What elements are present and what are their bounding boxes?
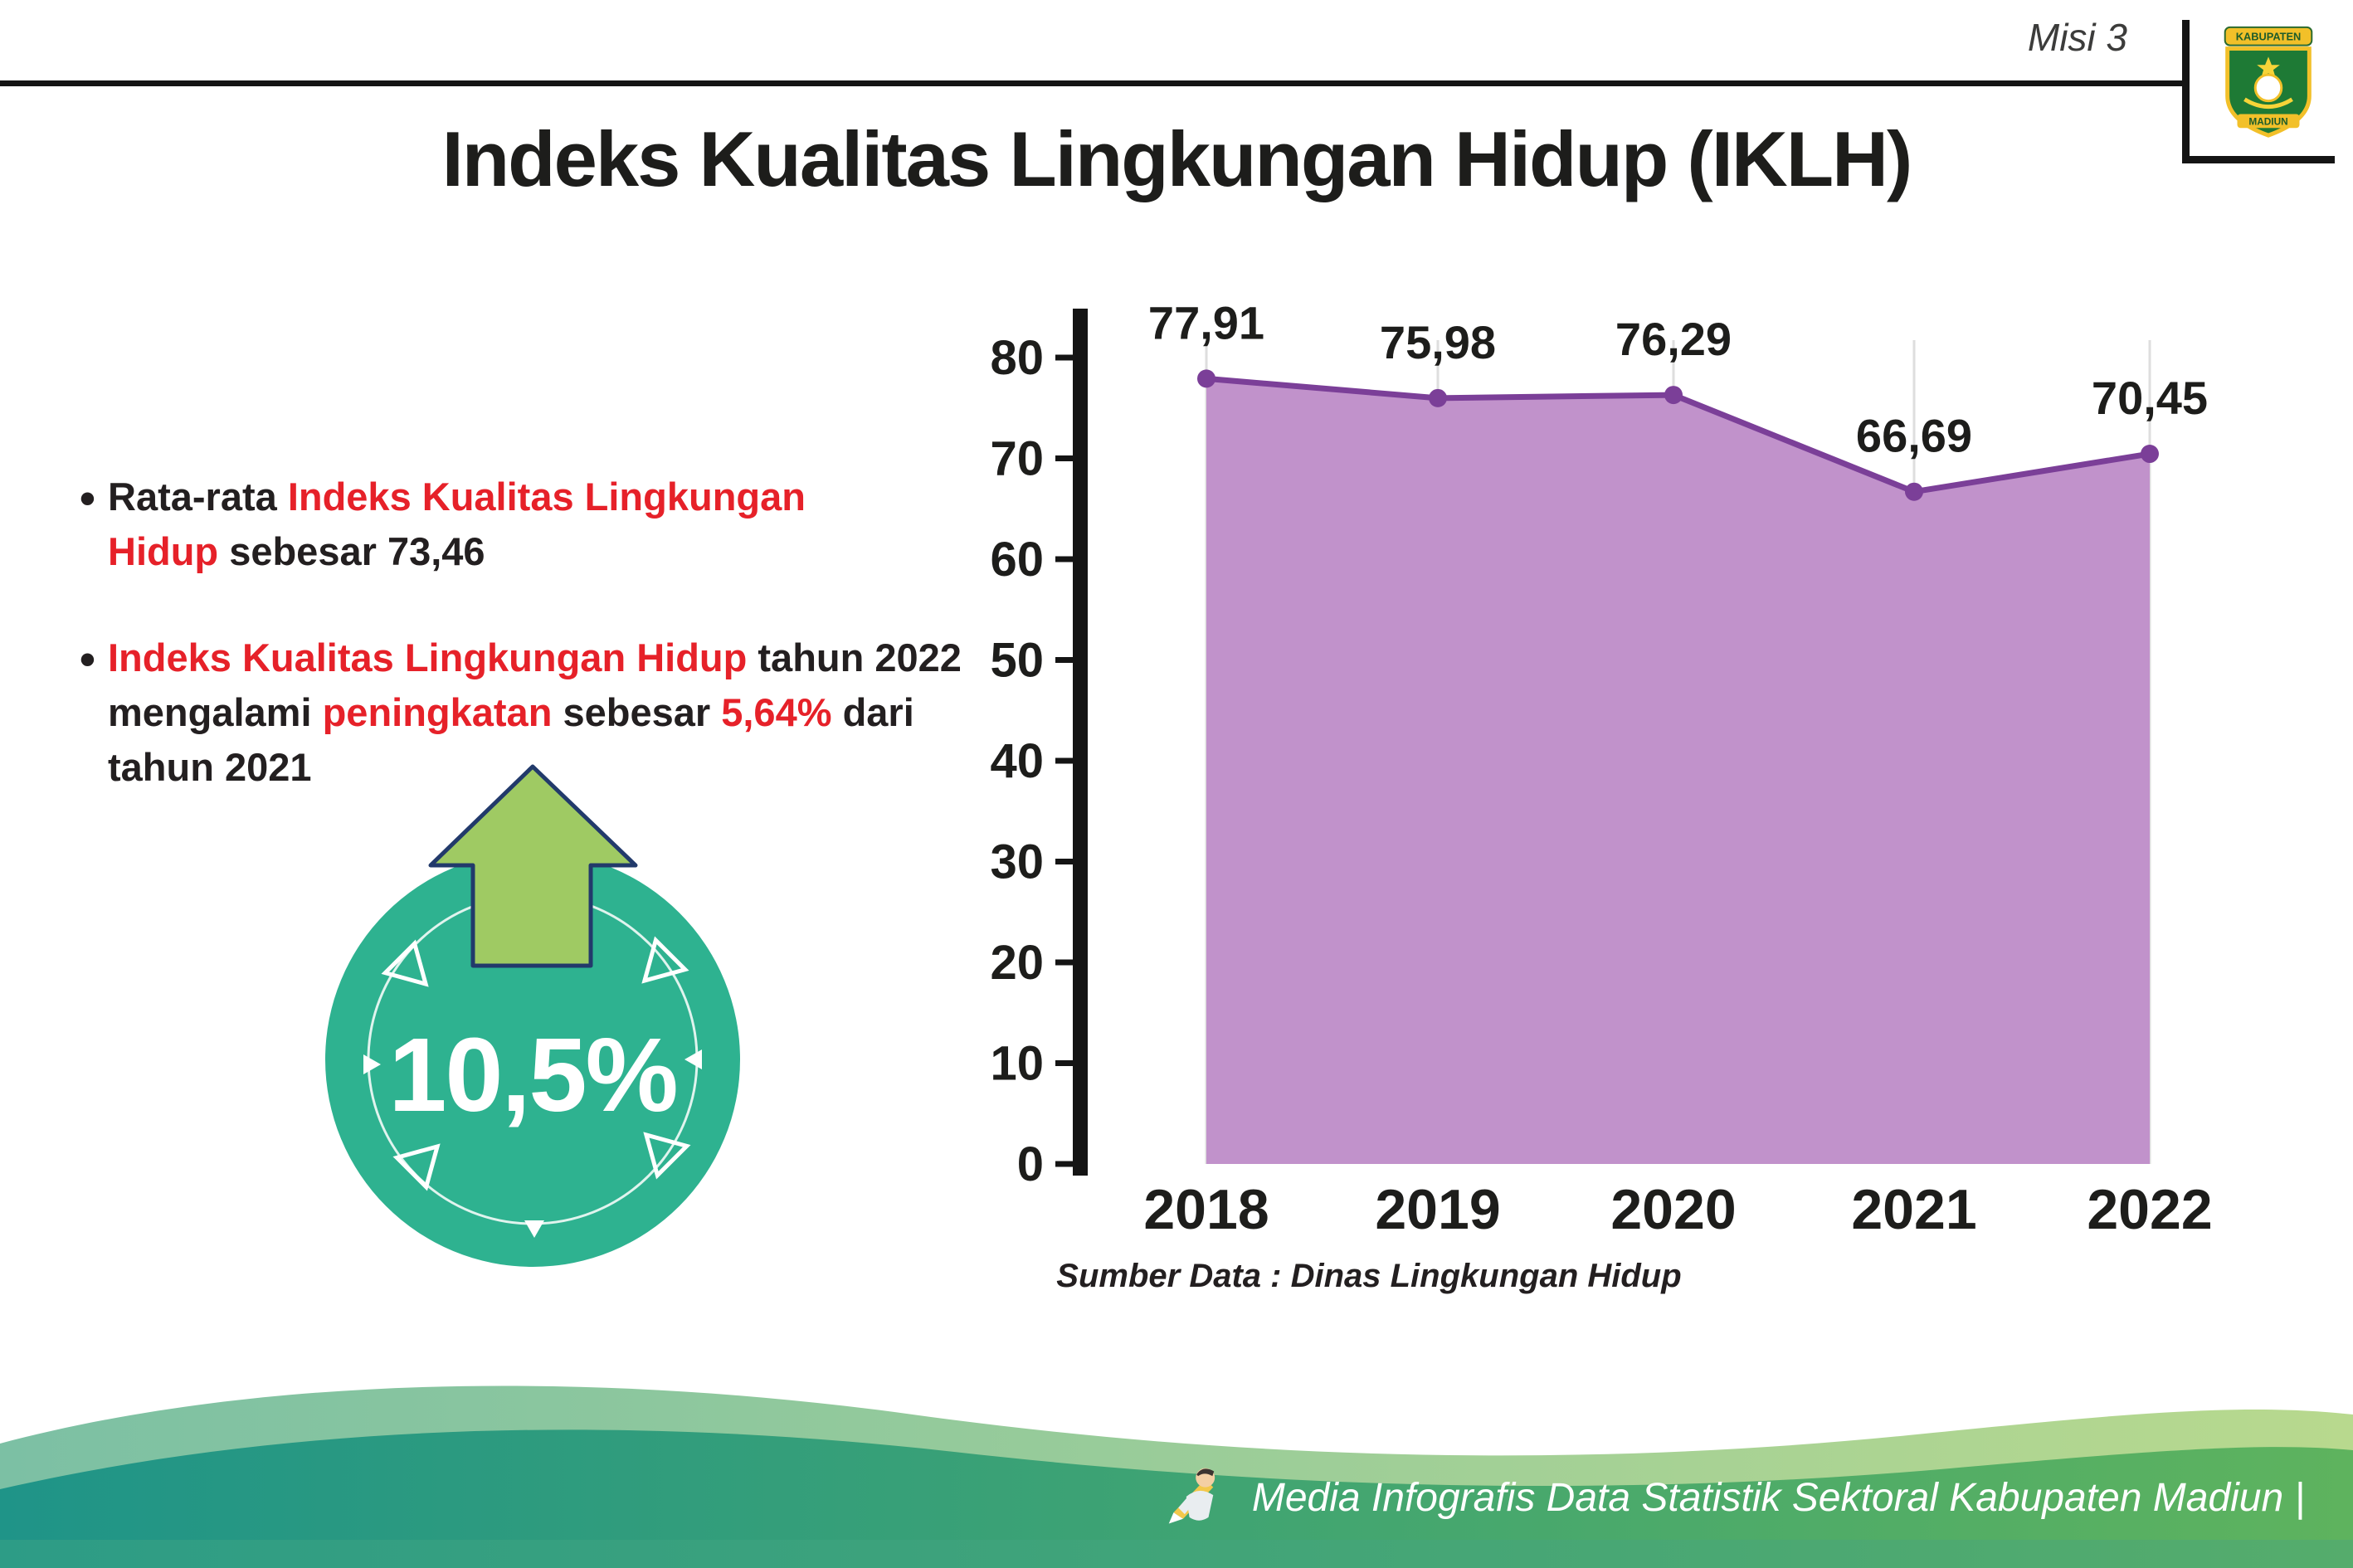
- bullet-segment: 5,64%: [721, 689, 832, 734]
- bullet-segment: sebesar: [552, 689, 722, 734]
- top-rule: [0, 80, 2182, 86]
- y-tick-label: 70: [990, 432, 1044, 486]
- kabupaten-madiun-logo: KABUPATEN MADIUN: [2224, 26, 2313, 138]
- bullet-segment: tahun 2022 mengalami: [108, 635, 962, 734]
- value-label: 77,91: [1148, 296, 1264, 348]
- x-tick-label: 2019: [1375, 1178, 1500, 1241]
- increase-percentage: 10,5%: [388, 1015, 678, 1133]
- footer-credit: Media Infografis Data Statistik Sektoral…: [1164, 1462, 2305, 1533]
- data-point: [1664, 386, 1683, 405]
- bullet-text: Indeks Kualitas Lingkungan Hidup tahun 2…: [108, 635, 962, 789]
- page-title: Indeks Kualitas Lingkungan Hidup (IKLH): [441, 115, 1913, 202]
- footer-wave: [0, 1385, 2353, 1568]
- logo-bottom-text: MADIUN: [2248, 115, 2287, 127]
- y-axis: [1073, 309, 1088, 1176]
- x-tick-label: 2018: [1143, 1178, 1269, 1241]
- bullet-marker: •: [80, 635, 95, 684]
- footer-credit-text: Media Infografis Data Statistik Sektoral…: [1251, 1475, 2305, 1520]
- logo-top-text: KABUPATEN: [2236, 31, 2302, 43]
- y-tick-label: 80: [990, 331, 1044, 385]
- mission-label: Misi 3: [2027, 16, 2127, 59]
- y-tick-label: 60: [990, 533, 1044, 587]
- value-label: 75,98: [1380, 316, 1496, 368]
- iklh-area-chart: 77,91 75,98 76,29 66,69 70,45 0 10 20 30 40 50 60 70…: [990, 296, 2212, 1241]
- data-point: [1905, 482, 1923, 501]
- data-source-note: Sumber Data : Dinas Lingkungan Hidup: [1056, 1258, 1682, 1294]
- area-fill: [1206, 378, 2150, 1164]
- y-tick-label: 30: [990, 835, 1044, 889]
- data-point: [2141, 445, 2159, 464]
- bullet-average-iklh: • Rata-rata Indeks Kualitas Lingkungan H…: [80, 470, 918, 579]
- bullet-segment: Indeks Kualitas Lingkungan Hidup: [108, 475, 806, 573]
- bullet-marker: •: [80, 474, 95, 523]
- y-tick-label: 40: [990, 734, 1044, 788]
- x-tick-label: 2021: [1851, 1178, 1976, 1241]
- value-label: 76,29: [1615, 313, 1732, 365]
- logo-frame-horizontal: [2182, 156, 2335, 163]
- bullet-segment: peningkatan: [322, 689, 553, 734]
- y-tick-label: 50: [990, 634, 1044, 688]
- y-tick-label: 0: [1017, 1137, 1044, 1191]
- bullet-text: Rata-rata Indeks Kualitas Lingkungan Hid…: [108, 475, 806, 573]
- y-tick-label: 20: [990, 936, 1044, 990]
- data-point: [1429, 388, 1447, 407]
- x-tick-label: 2020: [1610, 1178, 1736, 1241]
- bullet-increase-iklh: • Indeks Kualitas Lingkungan Hidup tahun…: [80, 631, 976, 794]
- bullet-segment: sebesar 73,46: [218, 528, 485, 573]
- bullet-segment: dari tahun 2021: [108, 689, 914, 789]
- data-point: [1197, 369, 1215, 388]
- mascot-icon: [1168, 1468, 1215, 1524]
- value-label: 66,69: [1856, 410, 1972, 462]
- y-tick-label: 10: [990, 1037, 1044, 1091]
- bullet-segment: Rata-rata: [108, 475, 288, 519]
- bullet-segment: Indeks Kualitas Lingkungan Hidup: [108, 635, 748, 679]
- value-label: 70,45: [2092, 372, 2208, 424]
- x-tick-label: 2022: [2087, 1178, 2212, 1241]
- up-arrow-icon: [428, 764, 638, 968]
- logo-frame-vertical: [2182, 20, 2190, 163]
